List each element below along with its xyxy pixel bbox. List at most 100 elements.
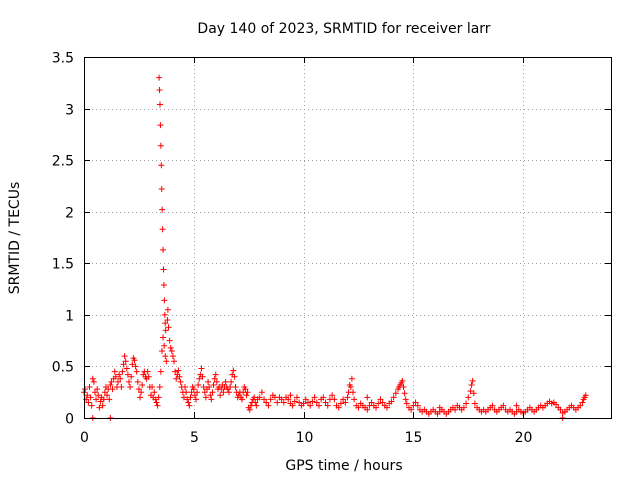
y-tick-label: 0 xyxy=(65,412,74,428)
data-point-plus xyxy=(202,394,209,401)
data-point-plus xyxy=(126,378,133,385)
data-point-plus xyxy=(122,358,129,365)
data-point-plus xyxy=(399,377,406,384)
data-point-plus xyxy=(127,384,134,391)
data-point-plus xyxy=(231,373,238,380)
data-point-plus xyxy=(251,394,258,401)
data-point-plus xyxy=(158,347,165,354)
data-point-plus xyxy=(120,361,127,368)
y-tick-label: 2.5 xyxy=(52,154,74,170)
data-point-plus xyxy=(557,406,564,413)
data-point-plus xyxy=(144,368,151,375)
data-point-plus xyxy=(265,402,272,409)
data-point-plus xyxy=(192,396,199,403)
data-point-plus xyxy=(160,281,167,288)
data-point-plus xyxy=(384,404,391,411)
data-point-plus xyxy=(158,162,165,169)
data-point-plus xyxy=(347,384,354,391)
data-point-plus xyxy=(186,402,193,409)
data-point-plus xyxy=(82,386,89,393)
data-point-plus xyxy=(161,297,168,304)
data-point-plus xyxy=(160,246,167,253)
data-point-plus xyxy=(107,381,114,388)
x-tick-label: 10 xyxy=(296,430,314,446)
data-point-plus xyxy=(230,367,237,374)
data-point-plus xyxy=(162,353,169,360)
data-point-plus xyxy=(131,357,138,364)
data-point-plus xyxy=(375,400,382,407)
data-point-plus xyxy=(152,396,159,403)
data-point-plus xyxy=(88,402,95,409)
data-point-plus xyxy=(244,389,251,396)
data-point-plus xyxy=(289,402,296,409)
data-point-plus xyxy=(256,394,263,401)
data-point-plus xyxy=(402,396,409,403)
data-point-plus xyxy=(187,394,194,401)
data-point-plus xyxy=(324,402,331,409)
data-point-plus xyxy=(296,399,303,406)
data-point-plus xyxy=(173,375,180,382)
data-point-plus xyxy=(242,386,249,393)
data-point-plus xyxy=(403,400,410,407)
data-point-plus xyxy=(205,378,212,385)
data-point-plus xyxy=(364,406,371,413)
data-point-plus xyxy=(154,402,161,409)
data-point-plus xyxy=(349,389,356,396)
data-point-plus xyxy=(200,384,207,391)
data-point-plus xyxy=(124,371,131,378)
data-point-plus xyxy=(108,378,115,385)
data-point-plus xyxy=(465,394,472,401)
x-tick-label: 20 xyxy=(515,430,533,446)
data-point-plus xyxy=(176,373,183,380)
data-point-plus xyxy=(489,402,496,409)
data-point-plus xyxy=(138,389,145,396)
data-point-plus xyxy=(86,384,93,391)
data-point-plus xyxy=(117,375,124,382)
data-point-plus xyxy=(263,399,270,406)
data-point-plus xyxy=(278,396,285,403)
data-point-plus xyxy=(123,365,130,372)
data-point-plus xyxy=(136,394,143,401)
data-point-plus xyxy=(166,337,173,344)
data-point-plus xyxy=(158,186,165,193)
x-tick-label: 5 xyxy=(190,430,199,446)
y-tick-label: 3 xyxy=(65,103,74,119)
data-point-plus xyxy=(302,396,309,403)
data-point-plus xyxy=(161,342,168,349)
data-point-plus xyxy=(239,396,246,403)
data-point-plus xyxy=(172,368,179,375)
data-point-plus xyxy=(579,399,586,406)
y-tick-label: 0.5 xyxy=(52,360,74,376)
data-point-plus xyxy=(118,384,125,391)
data-point-plus xyxy=(227,384,234,391)
data-point-plus xyxy=(390,394,397,401)
data-point-plus xyxy=(577,402,584,409)
data-point-plus xyxy=(94,386,101,393)
data-point-plus xyxy=(469,377,476,384)
data-point-plus xyxy=(513,402,520,409)
data-point-plus xyxy=(135,386,142,393)
data-point-plus xyxy=(93,396,100,403)
data-point-plus xyxy=(104,392,111,399)
data-point-plus xyxy=(171,358,178,365)
data-point-plus xyxy=(293,394,300,401)
data-point-plus xyxy=(97,398,104,405)
data-point-plus xyxy=(329,392,336,399)
data-point-plus xyxy=(162,327,169,334)
data-point-plus xyxy=(471,400,478,407)
data-point-plus xyxy=(225,389,232,396)
data-point-plus xyxy=(320,394,327,401)
data-point-plus xyxy=(315,402,322,409)
data-point-plus xyxy=(311,394,318,401)
data-point-plus xyxy=(157,142,164,149)
data-point-plus xyxy=(151,389,158,396)
data-point-plus xyxy=(95,392,102,399)
y-axis-label: SRMTID / TECUs xyxy=(7,182,23,295)
data-point-plus xyxy=(139,381,146,388)
data-point-plus xyxy=(177,378,184,385)
data-point-plus xyxy=(115,378,122,385)
data-point-plus xyxy=(285,396,292,403)
data-point-plus xyxy=(175,367,182,374)
data-point-plus xyxy=(134,378,141,385)
data-point-plus xyxy=(401,390,408,397)
